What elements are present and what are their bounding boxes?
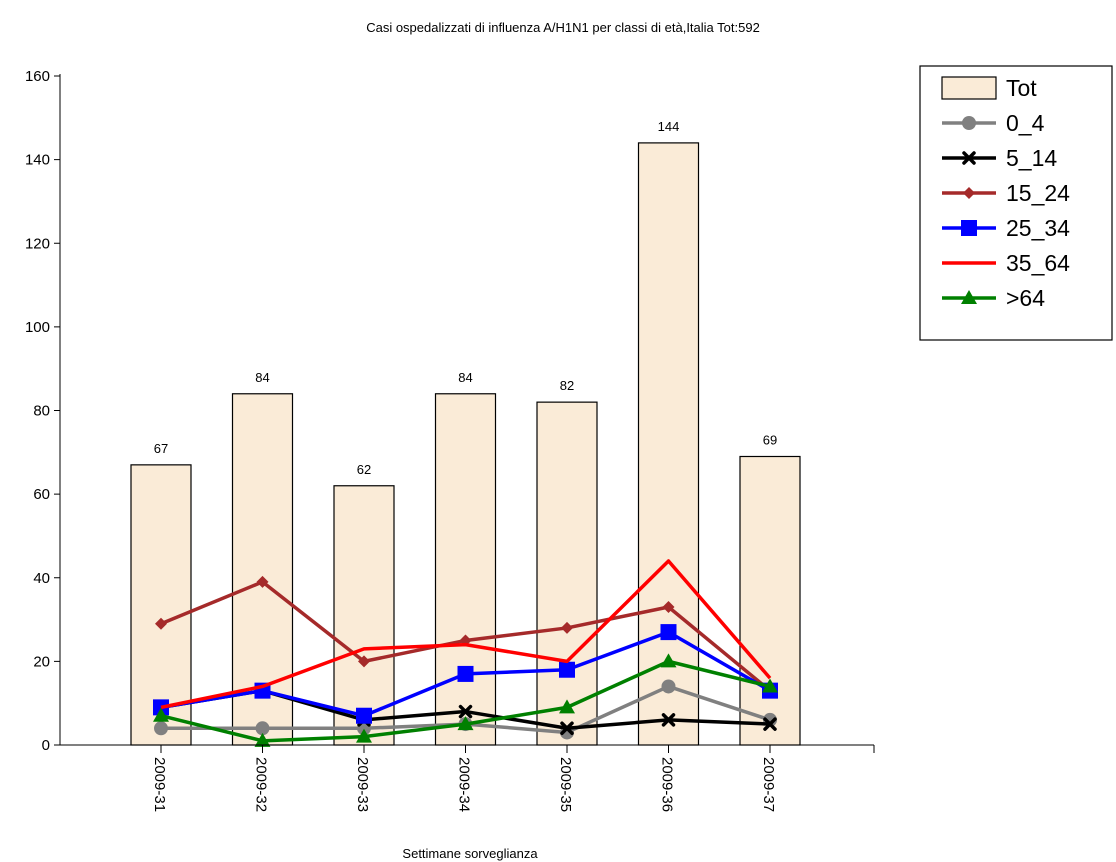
legend-swatch-bar — [941, 76, 997, 100]
axes-layer: 0 20 40 60 80 100 120 140 160 2009-31 2009-32 2009-… — [25, 68, 875, 812]
x-tick-label: 2009-31 — [151, 757, 168, 812]
data-point — [358, 655, 370, 668]
data-point — [661, 713, 676, 727]
series-35_64 — [160, 559, 772, 710]
data-point — [763, 717, 777, 731]
y-tick-label: 20 — [33, 653, 50, 670]
legend-label: Tot — [1006, 75, 1037, 101]
bar-data-label: 69 — [763, 432, 777, 447]
y-tick-label: 120 — [25, 235, 50, 252]
data-point — [256, 575, 269, 588]
bars-layer — [130, 142, 801, 746]
legend-item: 15_24 — [942, 180, 1070, 206]
legend-item: 35_64 — [942, 250, 1070, 276]
data-point — [255, 721, 270, 736]
series-gt64 — [153, 653, 778, 747]
data-point — [356, 728, 372, 743]
bar-labels-layer: 67 84 62 84 82 144 69 — [154, 119, 777, 477]
data-point — [154, 721, 168, 736]
data-point — [961, 220, 977, 236]
data-point — [662, 601, 675, 614]
legend-label: 0_4 — [1006, 110, 1045, 136]
data-point — [561, 621, 573, 634]
x-tick-label: 2009-37 — [760, 757, 777, 812]
data-point — [153, 707, 169, 722]
legend-label: 25_34 — [1006, 215, 1070, 241]
y-tick-label: 80 — [33, 403, 50, 420]
data-point — [254, 732, 271, 747]
y-tick-label: 40 — [33, 570, 50, 587]
data-point — [661, 679, 676, 694]
chart-title: Casi ospedalizzati di influenza A/H1N1 p… — [366, 20, 760, 35]
data-point — [961, 290, 977, 304]
legend-item: 0_4 — [942, 110, 1045, 136]
x-tick-label: 2009-35 — [557, 757, 574, 812]
series-line — [160, 559, 772, 710]
data-point — [962, 116, 976, 130]
data-point — [155, 617, 167, 630]
legend-label: 15_24 — [1006, 180, 1070, 206]
x-tick-label: 2009-36 — [659, 757, 676, 812]
data-point — [559, 699, 575, 714]
bar-data-label: 82 — [560, 378, 574, 393]
legend-label: 5_14 — [1006, 145, 1057, 171]
bar-tot — [130, 464, 192, 746]
legend-item: 5_14 — [942, 145, 1057, 171]
data-point — [660, 624, 677, 641]
data-point — [458, 704, 473, 719]
legend-item: 25_34 — [942, 215, 1070, 241]
bar-tot — [434, 393, 497, 746]
bar-tot — [536, 401, 598, 746]
bar-tot — [739, 455, 801, 746]
data-point — [762, 678, 778, 693]
data-point — [457, 716, 474, 731]
bar-data-label: 144 — [658, 119, 680, 134]
legend-item: >64 — [942, 285, 1045, 311]
bar-data-label: 62 — [357, 462, 371, 477]
bar-data-label: 84 — [255, 370, 269, 385]
x-tick-label: 2009-34 — [456, 757, 473, 812]
x-tick-label: 2009-32 — [253, 757, 270, 812]
data-point — [962, 151, 976, 165]
y-tick-label: 140 — [25, 152, 50, 169]
data-point — [963, 187, 975, 199]
series-lines-layer — [153, 559, 778, 747]
data-point — [560, 721, 574, 736]
data-point — [356, 707, 372, 724]
y-tick-label: 0 — [42, 737, 50, 754]
y-tick-label: 60 — [33, 486, 50, 503]
y-tick-label: 100 — [25, 319, 50, 336]
data-point — [660, 653, 677, 668]
data-point — [559, 661, 575, 678]
x-tick-label: 2009-33 — [354, 757, 371, 812]
bar-data-label: 67 — [154, 441, 168, 456]
y-tick-label: 160 — [25, 68, 50, 85]
bar-data-label: 84 — [458, 370, 472, 385]
x-axis-label: Settimane sorveglianza — [402, 846, 538, 861]
legend: Tot 0_4 5_14 15_24 25_34 35_64 >64 — [919, 65, 1113, 341]
legend-label: 35_64 — [1006, 250, 1070, 276]
bar-tot — [333, 485, 395, 746]
data-point — [457, 665, 474, 682]
legend-item: Tot — [941, 75, 1037, 101]
legend-box — [919, 65, 1113, 341]
legend-label: >64 — [1006, 285, 1045, 311]
